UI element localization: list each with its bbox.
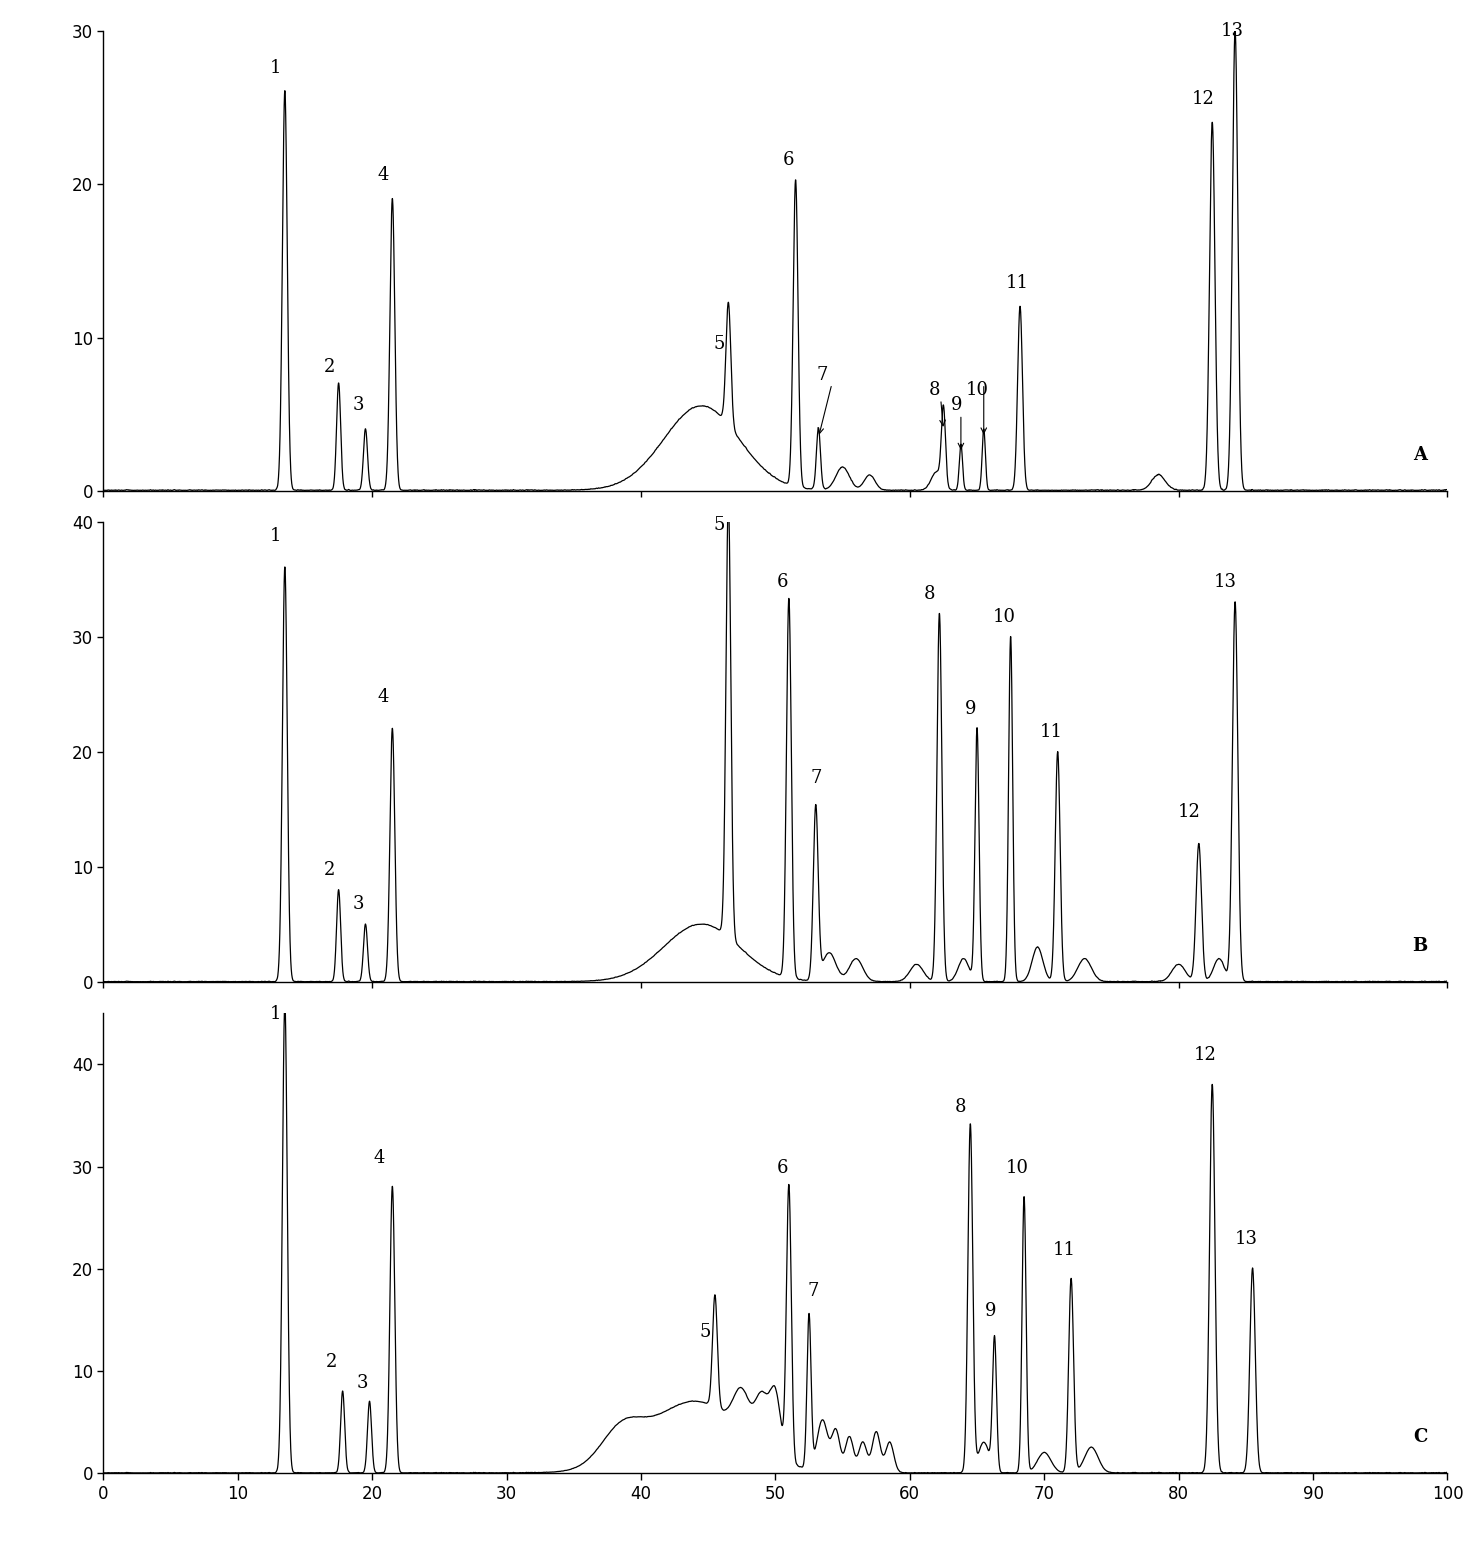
Text: 12: 12 [1193, 1047, 1217, 1064]
Text: 9: 9 [964, 700, 976, 718]
Text: 11: 11 [1006, 275, 1029, 292]
Text: 9: 9 [985, 1303, 995, 1320]
Text: 4: 4 [374, 1149, 384, 1166]
Text: 13: 13 [1221, 22, 1244, 40]
Text: 2: 2 [326, 1352, 338, 1371]
Text: 13: 13 [1235, 1230, 1257, 1249]
Text: 5: 5 [713, 335, 725, 354]
Text: B: B [1412, 937, 1427, 955]
Text: 3: 3 [353, 397, 365, 414]
Text: 8: 8 [925, 585, 936, 603]
Text: 2: 2 [323, 861, 335, 879]
Text: 11: 11 [1053, 1241, 1075, 1259]
Text: 3: 3 [357, 1374, 369, 1391]
Text: 10: 10 [1006, 1159, 1029, 1177]
Text: C: C [1413, 1428, 1427, 1446]
Text: 8: 8 [928, 382, 939, 399]
Text: 1: 1 [270, 1005, 281, 1022]
Text: 6: 6 [783, 150, 795, 169]
Text: 7: 7 [808, 1281, 818, 1300]
Text: 6: 6 [777, 574, 787, 591]
Text: 11: 11 [1040, 723, 1062, 741]
Text: 5: 5 [700, 1323, 712, 1340]
Text: 1: 1 [270, 527, 281, 546]
Text: 1: 1 [270, 59, 281, 78]
Text: 12: 12 [1179, 803, 1201, 822]
Text: 9: 9 [951, 397, 963, 414]
Text: A: A [1413, 445, 1427, 464]
Text: 4: 4 [377, 689, 388, 706]
Text: 10: 10 [966, 382, 988, 399]
Text: 7: 7 [809, 769, 821, 786]
Text: 5: 5 [713, 515, 725, 534]
Text: 10: 10 [993, 608, 1015, 625]
Text: 12: 12 [1192, 90, 1214, 107]
Text: 8: 8 [956, 1098, 966, 1115]
Text: 3: 3 [353, 895, 365, 914]
Text: 6: 6 [777, 1159, 787, 1177]
Text: 4: 4 [377, 166, 388, 185]
Text: 2: 2 [323, 358, 335, 375]
Text: 7: 7 [817, 366, 829, 383]
Text: 13: 13 [1214, 574, 1238, 591]
